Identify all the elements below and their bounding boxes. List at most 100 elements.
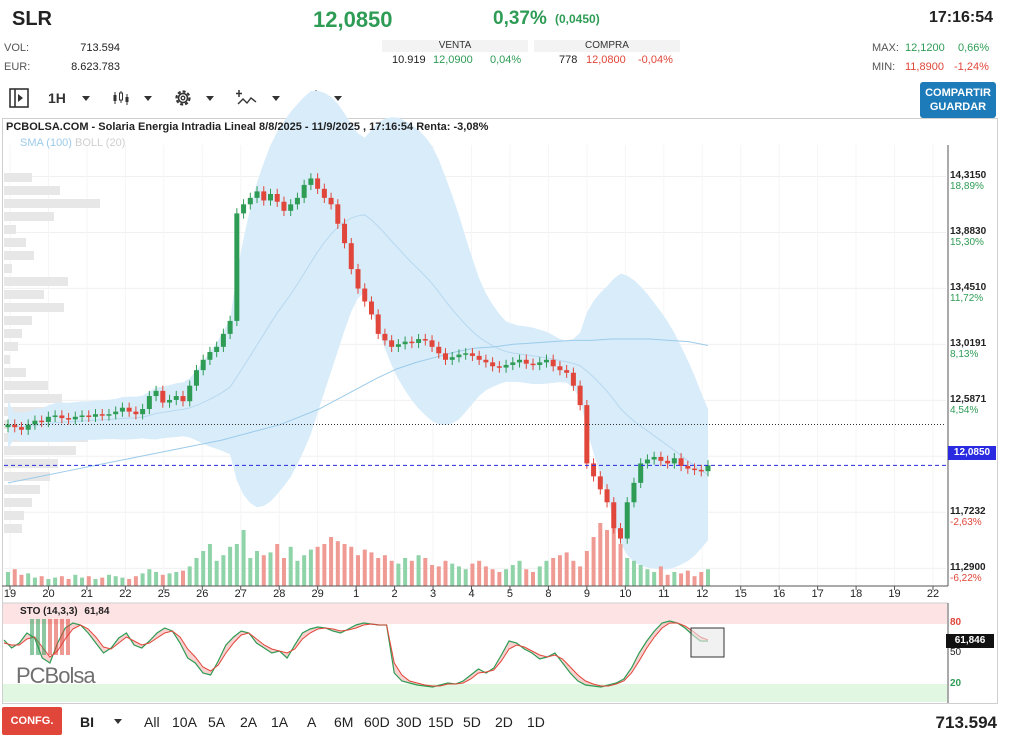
range-button-30d[interactable]: 30D: [396, 714, 422, 730]
range-button-15d[interactable]: 15D: [428, 714, 454, 730]
volume-bar: [248, 558, 253, 586]
candle-body: [32, 420, 38, 425]
settings-button[interactable]: [170, 84, 222, 112]
range-button-60d[interactable]: 60D: [364, 714, 390, 730]
candle: [476, 350, 482, 365]
volume-profile-bar: [4, 524, 22, 533]
candle: [12, 419, 18, 433]
compra-qty: 778: [559, 54, 578, 66]
min-stat: MIN: 11,8900 -1,24%: [872, 61, 989, 73]
candle: [490, 357, 496, 372]
candle-body: [510, 362, 516, 365]
candle: [523, 354, 529, 369]
range-button-5d[interactable]: 5D: [463, 714, 481, 730]
share-save-button[interactable]: COMPARTIR GUARDAR: [920, 82, 996, 118]
volume-bar: [490, 569, 495, 586]
range-button-all[interactable]: All: [144, 714, 160, 730]
candle-body: [530, 363, 536, 366]
panel-toggle-button[interactable]: [6, 84, 32, 112]
volume-bar: [477, 560, 482, 586]
range-button-2a[interactable]: 2A: [240, 714, 258, 730]
sma-line: [7, 338, 709, 484]
candle: [220, 328, 226, 353]
venta-box: VENTA 10.919 12,0900 0,04%: [382, 40, 528, 68]
volume-bar: [443, 560, 448, 586]
volume-bar: [214, 560, 219, 586]
range-button-6m[interactable]: 6M: [334, 714, 354, 730]
candle-body: [45, 416, 51, 422]
candle-body: [261, 191, 267, 201]
candle-body: [692, 468, 698, 471]
range-button-1a[interactable]: 1A: [271, 714, 289, 730]
volume-bar: [201, 551, 206, 586]
candle-body: [207, 352, 213, 360]
candlesticks: [5, 173, 711, 544]
candle-body: [52, 415, 58, 417]
min-value: 11,8900: [905, 61, 944, 73]
candle-body: [180, 396, 186, 402]
config-button[interactable]: CONFG.: [2, 707, 62, 735]
range-button-5a[interactable]: 5A: [208, 714, 226, 730]
volume-profile-bar: [4, 485, 40, 494]
candle: [631, 477, 637, 508]
chevron-down-icon[interactable]: [114, 719, 122, 724]
candle-body: [456, 354, 462, 358]
candle-body: [12, 424, 18, 428]
volume-profile-bar: [4, 459, 58, 468]
indicators-button[interactable]: [236, 84, 284, 112]
candle-body: [389, 340, 395, 347]
candle: [187, 380, 193, 407]
volume-bar: [329, 537, 334, 586]
euros-label: EUR:: [4, 61, 31, 73]
candle-body: [517, 359, 523, 363]
y-tick-percent: 4,54%: [950, 405, 979, 417]
volume-bar: [706, 569, 710, 586]
candle: [126, 402, 132, 417]
volume-bar: [86, 576, 91, 586]
candle-body: [685, 466, 691, 469]
candle: [254, 186, 260, 204]
x-tick-label: 26: [196, 588, 209, 600]
bollinger-mid-line: [7, 214, 709, 476]
range-button-a[interactable]: A: [307, 714, 317, 730]
candle-body: [335, 204, 341, 224]
range-button-1d[interactable]: 1D: [527, 714, 545, 730]
euros-value: 8.623.783: [71, 61, 120, 73]
range-button-2d[interactable]: 2D: [495, 714, 513, 730]
min-pct: -1,24%: [954, 61, 989, 73]
volume-bar: [403, 558, 408, 586]
candle-body: [113, 411, 119, 415]
volume-bar: [396, 563, 401, 586]
candle-body: [328, 197, 334, 205]
sto-legend[interactable]: STO (14,3,3) 61,84: [20, 606, 109, 617]
candle-body: [106, 414, 112, 416]
volume-profile-bar: [4, 264, 12, 273]
candle-body: [577, 385, 583, 406]
candle: [140, 403, 146, 420]
volume-bar: [241, 530, 246, 586]
candle: [227, 315, 233, 340]
candle-body: [463, 353, 469, 355]
volume-bar: [625, 558, 630, 586]
sto-zoom-box[interactable]: [690, 627, 725, 658]
chart-type-button[interactable]: [110, 84, 158, 112]
interval-select[interactable]: 1H: [44, 84, 98, 112]
compra-label: COMPRA: [534, 40, 680, 52]
candle-body: [66, 418, 72, 420]
candle-body: [496, 366, 502, 368]
volume-bar: [73, 574, 78, 586]
candle: [564, 364, 570, 378]
sma-legend[interactable]: SMA (100): [20, 137, 72, 149]
candle-body: [355, 269, 361, 289]
candle: [207, 346, 213, 365]
candle: [550, 354, 556, 372]
boll-legend[interactable]: BOLL (20): [75, 137, 126, 149]
volume-bar: [416, 555, 421, 586]
mode-select[interactable]: BI: [80, 714, 94, 730]
candle-body: [638, 463, 644, 483]
candle-body: [436, 346, 442, 354]
volume-bar: [584, 551, 589, 586]
range-button-10a[interactable]: 10A: [172, 714, 197, 730]
candle-body: [416, 339, 422, 343]
